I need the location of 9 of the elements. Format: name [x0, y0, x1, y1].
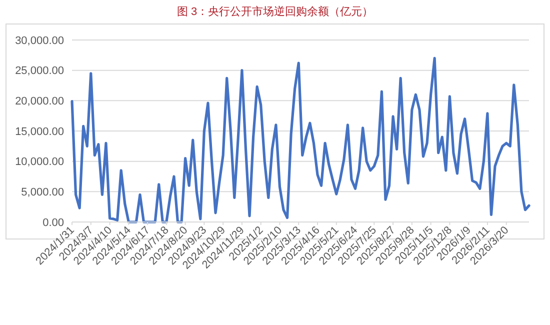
y-tick-label: 15,000.00 [15, 126, 64, 138]
y-tick-label: 5,000.00 [21, 186, 64, 199]
y-tick-label: 30,000.00 [15, 34, 64, 47]
y-tick-label: 25,000.00 [15, 65, 64, 78]
y-tick-label: 20,000.00 [15, 96, 64, 108]
line-series [70, 56, 530, 224]
y-tick-label: 10,000.00 [15, 156, 64, 168]
chart-title: 图 3：央行公开市场逆回购余额（亿元） [176, 5, 374, 18]
y-tick-label: 0.00 [42, 216, 64, 229]
